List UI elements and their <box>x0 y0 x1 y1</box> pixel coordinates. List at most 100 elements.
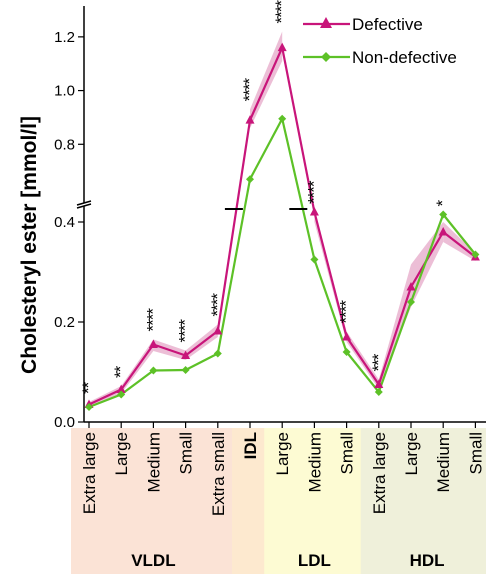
category-label: Small <box>338 432 357 475</box>
series-line-non-defective <box>120 369 155 396</box>
y-tick-label: 0.4 <box>54 214 75 231</box>
category-label: Medium <box>144 432 163 492</box>
group-band-ldl <box>264 428 365 574</box>
y-tick-label: 0.0 <box>54 414 75 431</box>
non-defective-point <box>310 255 319 264</box>
defective-point <box>181 350 191 359</box>
category-label: Medium <box>305 432 324 492</box>
defective-point <box>374 379 384 388</box>
series-line-non-defective <box>153 368 186 372</box>
significance-label: **** <box>337 300 356 324</box>
group-label-hdl: HDL <box>410 551 445 570</box>
series-line-non-defective <box>442 213 477 256</box>
series-line-non-defective <box>281 118 316 260</box>
defective-point <box>148 339 158 348</box>
y-axis-label: Cholesteryl ester [mmol/l] <box>18 116 41 374</box>
series-line-defective <box>345 336 380 386</box>
legend-marker <box>321 52 331 62</box>
series-line-non-defective <box>249 118 284 180</box>
significance-label: **** <box>240 78 259 102</box>
non-defective-point <box>374 388 383 396</box>
category-label: Small <box>177 432 196 475</box>
legend-label: Non-defective <box>352 48 457 67</box>
significance-label: **** <box>208 293 227 317</box>
non-defective-point <box>117 390 126 399</box>
category-label: Extra large <box>370 432 389 514</box>
defective-point <box>116 384 126 393</box>
series-line-non-defective <box>216 179 252 354</box>
ci-band-segment <box>411 222 444 307</box>
significance-label: **** <box>272 0 291 23</box>
category-label: Small <box>466 432 485 475</box>
defective-point <box>213 326 223 335</box>
category-label: Extra small <box>209 432 228 516</box>
group-label-vldl: VLDL <box>131 551 175 570</box>
non-defective-point <box>85 403 93 411</box>
category-label: Large <box>112 432 131 475</box>
significance-label: ** <box>79 381 98 394</box>
significance-label: * <box>433 200 452 207</box>
group-label-ldl: LDL <box>298 551 331 570</box>
series-line-defective <box>442 231 477 258</box>
legend-label: Defective <box>352 15 423 34</box>
defective-point <box>438 227 448 236</box>
series-line-non-defective <box>345 351 380 393</box>
series-line-defective <box>313 211 348 338</box>
y-tick-label: 1.2 <box>54 29 75 46</box>
non-defective-point <box>181 366 190 374</box>
series-line-defective <box>248 47 284 121</box>
defective-point <box>309 207 319 216</box>
significance-annotations: ******** **************************** <box>79 0 452 394</box>
series-line-non-defective <box>409 214 445 303</box>
y-tick-label: 0.8 <box>54 136 75 153</box>
category-labels: Extra large Large Medium Small Extra small ID… <box>80 432 485 516</box>
category-label: IDL <box>241 432 260 459</box>
non-defective-point <box>407 298 415 306</box>
category-label: Extra large <box>80 432 99 514</box>
non-defective-point <box>213 349 222 358</box>
non-defective-point <box>278 114 287 123</box>
group-labels: VLDL LDL HDL <box>131 551 444 570</box>
confidence-bands <box>89 31 476 407</box>
significance-label: ** <box>111 365 130 378</box>
series-line-defective <box>184 330 219 357</box>
significance-label: **** <box>176 319 195 343</box>
significance-label: **** <box>304 180 323 204</box>
series-line-non-defective <box>185 352 219 371</box>
legend-marker <box>320 17 332 28</box>
category-label: Large <box>273 432 292 475</box>
series-line-non-defective <box>88 393 122 409</box>
series-line-defective <box>153 343 186 357</box>
series-line-defective <box>377 286 413 385</box>
defective-point <box>245 115 255 124</box>
series-line-defective <box>120 343 155 391</box>
defective-point <box>277 42 287 52</box>
y-tick-label: 0.2 <box>54 314 75 331</box>
non-defective-point <box>471 250 480 259</box>
ci-band-segment <box>443 222 476 261</box>
group-band-hdl <box>360 428 486 574</box>
series-markers <box>84 42 480 411</box>
significance-label: *** <box>369 353 388 371</box>
defective-point <box>342 332 352 341</box>
non-defective-point <box>246 175 254 184</box>
non-defective-point <box>439 210 448 219</box>
significance-label: **** <box>143 308 162 332</box>
y-tick-label: 1.0 <box>54 83 75 100</box>
axis-break-mark <box>76 200 92 206</box>
group-band-idl <box>232 428 268 574</box>
series-line-defective <box>216 119 252 332</box>
category-label: Large <box>402 432 421 475</box>
defective-point <box>406 282 416 291</box>
axes: 0.0 0.2 0.4 0.8 1.0 1.2 <box>54 6 486 431</box>
series-line-defective <box>88 388 122 406</box>
non-defective-point <box>149 366 158 375</box>
axis-break-mark <box>76 203 92 209</box>
series-line-defective <box>281 47 316 213</box>
series-line-non-defective <box>313 259 348 353</box>
category-label: Medium <box>434 432 453 492</box>
series-lines <box>88 47 477 409</box>
non-defective-point <box>342 348 351 356</box>
group-band-vldl <box>71 428 236 574</box>
